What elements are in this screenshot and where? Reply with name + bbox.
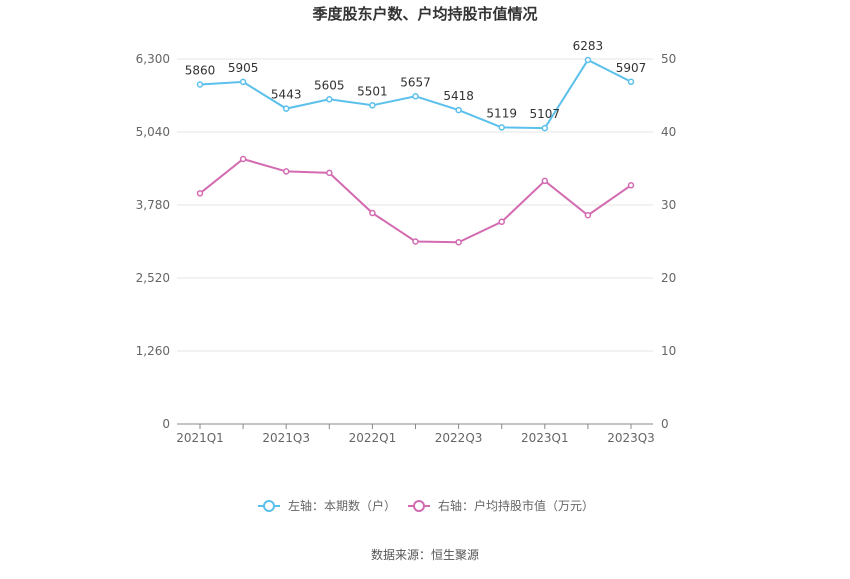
- legend-label: 左轴：本期数（户）: [288, 498, 396, 513]
- y-left-tick-label: 6,300: [136, 52, 170, 66]
- data-labels: 5860 5905 5443 5605 5501 5657 5418 5119 5107 6283…: [185, 39, 647, 121]
- data-point: [369, 209, 376, 217]
- data-label: 5501: [357, 84, 388, 98]
- legend-label: 右轴：户均持股市值（万元）: [438, 498, 594, 513]
- data-point: [239, 155, 247, 163]
- x-tick-label: 2022Q3: [435, 431, 483, 445]
- y-right-tick-label: 40: [661, 125, 676, 139]
- y-right-tick-label: 10: [661, 344, 676, 358]
- data-point: [326, 96, 333, 103]
- y-left-tick-label: 0: [162, 417, 170, 431]
- data-point: [584, 211, 592, 219]
- data-label: 5605: [314, 78, 345, 92]
- y-right-tick-label: 50: [661, 52, 676, 66]
- axes: 0 0 1,260 10 2,520 20 3,780 30 5,040 40 6,300 50 202…: [136, 52, 677, 445]
- data-point: [498, 218, 505, 226]
- data-point: [282, 105, 290, 112]
- data-label: 5907: [616, 61, 647, 75]
- data-point: [541, 124, 549, 132]
- data-source: 数据来源：恒生聚源: [371, 547, 479, 562]
- x-tick-label: 2022Q1: [349, 431, 397, 445]
- data-point: [239, 78, 247, 86]
- data-label: 5657: [400, 75, 431, 89]
- x-tick-label: 2021Q1: [176, 431, 224, 445]
- data-label: 5107: [530, 107, 561, 121]
- y-left-tick-label: 3,780: [136, 198, 170, 212]
- legend-item[interactable]: 右轴：户均持股市值（万元）: [408, 498, 594, 513]
- data-point: [196, 81, 204, 88]
- x-tick-label: 2023Q3: [607, 431, 655, 445]
- y-right-tick-label: 20: [661, 271, 676, 285]
- series-lines: [196, 56, 635, 246]
- data-point: [627, 78, 635, 86]
- legend-marker-icon: [413, 500, 425, 512]
- y-left-tick-label: 5,040: [136, 125, 170, 139]
- legend-marker-icon: [263, 500, 275, 512]
- data-point: [584, 56, 592, 64]
- data-point: [627, 182, 635, 189]
- legend-item[interactable]: 左轴：本期数（户）: [258, 498, 396, 513]
- data-label: 5860: [185, 63, 216, 77]
- x-tick-label: 2023Q1: [521, 431, 569, 445]
- data-point: [412, 93, 419, 100]
- data-point: [282, 168, 290, 175]
- data-label: 5119: [486, 106, 517, 120]
- data-point: [455, 238, 462, 246]
- data-point: [412, 238, 419, 245]
- data-point: [498, 124, 505, 131]
- data-label: 6283: [573, 39, 604, 53]
- legend[interactable]: 左轴：本期数（户） 右轴：户均持股市值（万元）: [258, 498, 594, 513]
- y-left-tick-label: 1,260: [136, 344, 170, 358]
- data-point: [326, 169, 333, 177]
- data-label: 5418: [443, 89, 474, 103]
- chart-title: 季度股东户数、户均持股市值情况: [312, 5, 537, 23]
- data-label: 5905: [228, 61, 259, 75]
- data-point: [541, 177, 549, 185]
- data-point: [369, 102, 376, 109]
- data-label: 5443: [271, 88, 302, 102]
- data-point: [196, 190, 204, 197]
- y-right-tick-label: 30: [661, 198, 676, 212]
- series-line-right: [199, 157, 632, 244]
- y-left-tick-label: 2,520: [136, 271, 170, 285]
- y-right-tick-label: 0: [661, 417, 669, 431]
- gridlines: [177, 58, 653, 352]
- x-tick-label: 2021Q3: [262, 431, 310, 445]
- data-point: [455, 106, 462, 114]
